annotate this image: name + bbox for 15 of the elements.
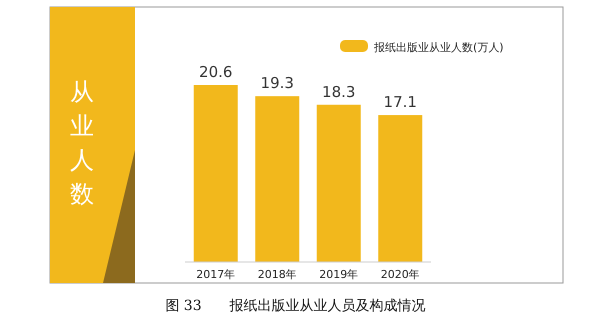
bar xyxy=(316,104,361,262)
text: 图 33 报纸出版业从业人员及构成情况 xyxy=(165,298,426,314)
bar xyxy=(378,115,422,262)
bar xyxy=(194,85,238,262)
bar xyxy=(255,96,300,262)
x-tick-label: 2018年 xyxy=(258,268,297,281)
data-label: 17.1 xyxy=(384,93,417,112)
data-label: 19.3 xyxy=(260,74,294,92)
data-label: 18.3 xyxy=(322,82,356,101)
text: 从业人数 xyxy=(70,78,94,208)
x-tick-label: 2019年 xyxy=(319,268,358,281)
x-tick-label: 2017年 xyxy=(196,268,236,281)
x-tick-label: 2020年 xyxy=(380,268,420,281)
data-label: 20.6 xyxy=(199,63,232,81)
legend-label: 报纸出版业从业人数(万人) xyxy=(373,41,504,54)
